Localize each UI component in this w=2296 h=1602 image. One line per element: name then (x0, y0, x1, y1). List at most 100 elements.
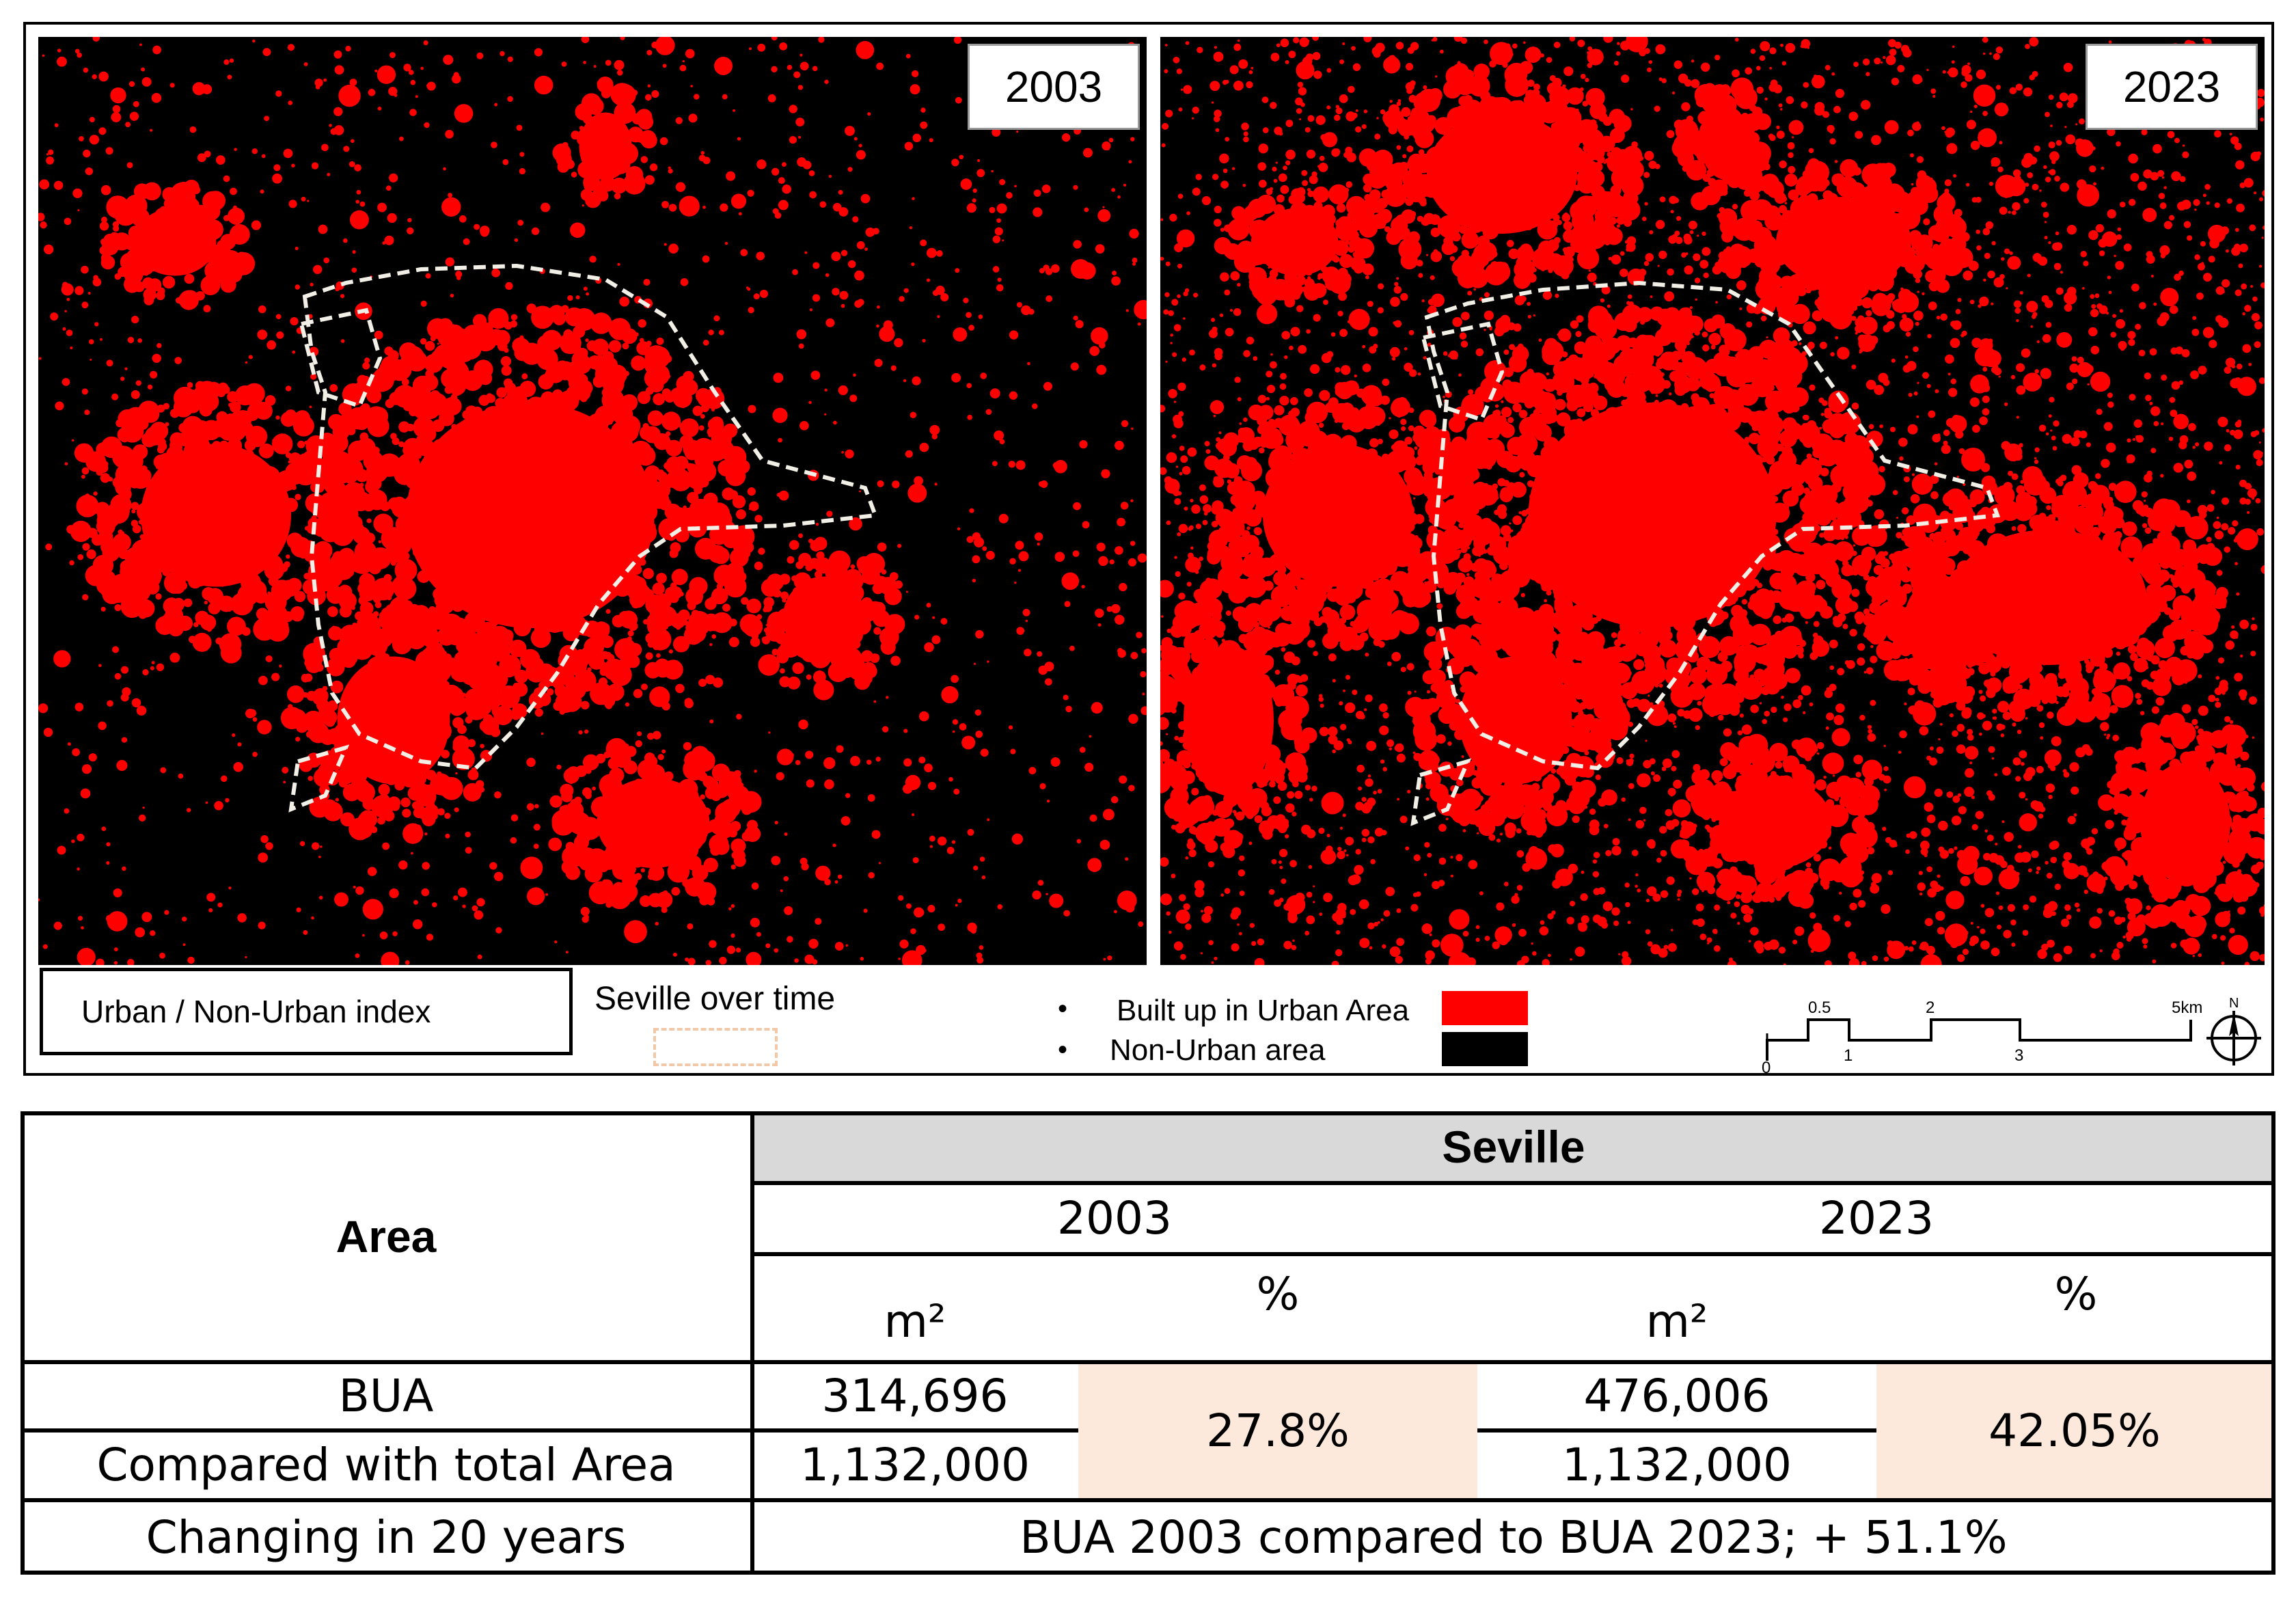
urban-patch (853, 604, 859, 610)
urban-patch (441, 750, 450, 759)
urban-patch (77, 52, 82, 58)
urban-patch (340, 294, 345, 299)
urban-patch (804, 251, 808, 254)
urban-patch (495, 927, 502, 934)
urban-patch (380, 501, 390, 512)
urban-patch (1644, 452, 1658, 467)
urban-patch (700, 413, 705, 419)
urban-patch (54, 123, 59, 128)
urban-patch (474, 359, 493, 379)
urban-patch (182, 943, 186, 947)
urban-patch (223, 175, 230, 182)
urban-patch (1015, 541, 1024, 550)
urban-patch (612, 614, 625, 628)
urban-patch (730, 933, 735, 938)
urban-patch (1425, 497, 1447, 518)
urban-patch (838, 207, 849, 217)
urban-patch (782, 185, 791, 194)
urban-patch (455, 737, 468, 749)
urban-patch (1028, 308, 1035, 315)
urban-patch (150, 128, 153, 132)
urban-patch (1458, 557, 1473, 573)
urban-patch (575, 295, 580, 300)
urban-patch (1136, 632, 1143, 638)
urban-patch (510, 457, 528, 476)
urban-patch (320, 845, 323, 848)
urban-patch (1358, 574, 1374, 589)
urban-patch (564, 515, 574, 525)
urban-patch (564, 546, 575, 557)
urban-patch (918, 756, 926, 764)
urban-patch (644, 662, 661, 679)
urban-patch (656, 573, 667, 584)
urban-patch (533, 843, 539, 850)
urban-patch (1580, 453, 1587, 460)
urban-patch (637, 391, 651, 405)
urban-patch (997, 904, 1003, 910)
urban-patch (1735, 681, 1745, 691)
urban-patch (66, 525, 76, 534)
urban-patch (230, 231, 238, 238)
urban-patch (133, 281, 145, 293)
urban-patch (756, 252, 765, 260)
urban-patch (951, 372, 961, 383)
urban-patch (149, 489, 158, 498)
urban-patch (252, 751, 258, 757)
urban-patch (605, 609, 611, 614)
urban-patch (454, 104, 474, 123)
urban-patch (607, 683, 625, 701)
urban-patch (476, 52, 484, 59)
urban-patch (1557, 444, 1564, 450)
urban-patch (88, 753, 97, 762)
urban-patch (683, 505, 687, 510)
urban-patch (617, 262, 620, 266)
urban-patch (309, 405, 312, 409)
urban-patch (663, 624, 669, 630)
urban-patch (228, 609, 231, 612)
urban-patch (1831, 483, 1842, 493)
urban-patch (584, 865, 603, 883)
urban-patch (111, 112, 122, 122)
urban-patch (1800, 541, 1813, 554)
urban-patch (217, 477, 239, 499)
urban-patch (1573, 486, 1588, 502)
urban-patch (675, 182, 686, 192)
urban-patch (169, 652, 180, 663)
urban-patch (228, 403, 234, 408)
urban-patch (458, 351, 464, 357)
urban-patch (979, 856, 985, 862)
urban-patch (53, 650, 71, 668)
urban-patch (594, 128, 612, 146)
urban-patch (1002, 239, 1004, 242)
urban-patch (71, 839, 75, 843)
urban-patch (118, 548, 129, 560)
urban-patch (98, 721, 107, 731)
urban-patch (413, 416, 435, 438)
urban-patch (692, 865, 709, 882)
urban-patch (661, 702, 670, 711)
urban-patch (407, 720, 412, 726)
urban-patch (865, 227, 875, 237)
urban-patch (651, 894, 657, 900)
urban-patch (631, 576, 647, 592)
urban-patch (374, 330, 383, 340)
urban-patch (245, 495, 251, 502)
urban-patch (824, 388, 828, 392)
urban-patch (585, 487, 596, 498)
urban-patch (612, 868, 616, 872)
urban-patch (359, 201, 366, 207)
urban-patch (182, 917, 187, 922)
urban-patch (359, 709, 367, 716)
urban-patch (112, 646, 120, 653)
urban-patch (176, 499, 184, 506)
urban-patch (640, 895, 651, 908)
urban-patch (443, 438, 457, 452)
urban-patch (526, 567, 534, 575)
urban-patch (758, 654, 780, 676)
urban-patch (643, 278, 651, 286)
urban-patch (586, 292, 590, 296)
urban-patch (378, 783, 390, 796)
urban-patch (1729, 494, 1736, 501)
urban-patch (967, 828, 974, 836)
urban-patch (546, 566, 550, 570)
